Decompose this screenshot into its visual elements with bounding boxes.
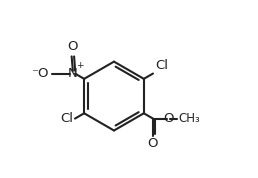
Text: +: + (76, 61, 84, 70)
Text: ⁻O: ⁻O (31, 67, 48, 80)
Text: Cl: Cl (60, 112, 73, 125)
Text: N: N (68, 67, 78, 80)
Text: O: O (163, 112, 173, 125)
Text: O: O (148, 137, 158, 150)
Text: CH₃: CH₃ (178, 112, 200, 125)
Text: O: O (68, 40, 78, 53)
Text: Cl: Cl (155, 59, 168, 72)
